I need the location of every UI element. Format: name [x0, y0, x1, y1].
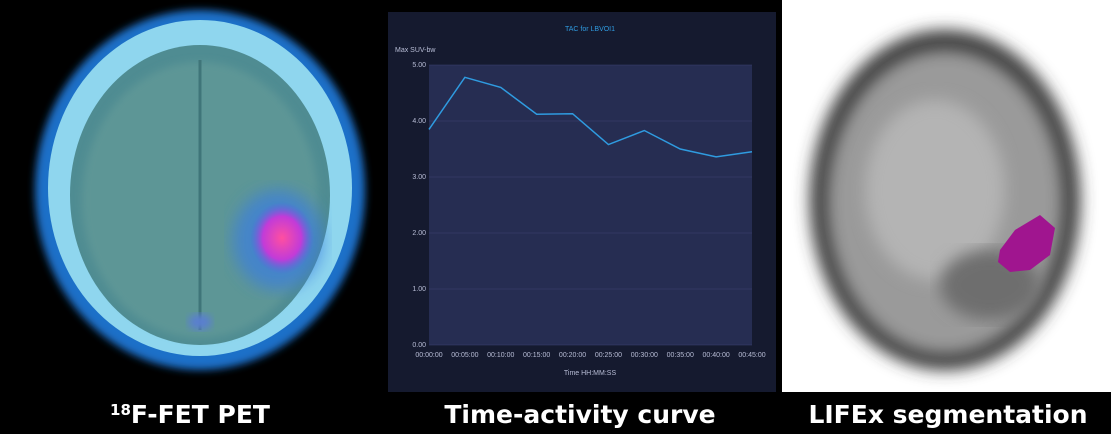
y-tick-label: 4.00: [412, 118, 426, 125]
caption: LIFEx segmentation: [808, 400, 1087, 429]
x-tick-label: 00:05:00: [451, 352, 478, 359]
x-axis-label: Time HH:MM:SS: [564, 370, 617, 377]
caption: Time-activity curve: [444, 400, 715, 429]
x-tick-label: 00:25:00: [595, 352, 622, 359]
pet-image: [35, 10, 365, 370]
caption-superscript: 18: [110, 401, 131, 419]
plot-area: [429, 65, 752, 345]
y-tick-label: 5.00: [412, 62, 426, 69]
y-tick-label: 0.00: [412, 342, 426, 349]
chart-title: TAC for LBVOI1: [565, 26, 615, 33]
x-tick-label: 00:00:00: [415, 352, 442, 359]
caption: 18F-FET PET: [110, 400, 270, 429]
x-tick-label: 00:20:00: [559, 352, 586, 359]
segmentation-image: [782, 0, 1111, 392]
caption-text: F-FET PET: [131, 400, 270, 429]
y-tick-label: 1.00: [412, 286, 426, 293]
x-tick-label: 00:40:00: [702, 352, 729, 359]
y-tick-label: 3.00: [412, 174, 426, 181]
x-tick-label: 00:10:00: [487, 352, 514, 359]
x-tick-label: 00:45:00: [738, 352, 765, 359]
y-axis-label: Max SUV-bw: [395, 47, 436, 54]
x-tick-label: 00:15:00: [523, 352, 550, 359]
y-tick-label: 2.00: [412, 230, 426, 237]
x-tick-label: 00:35:00: [667, 352, 694, 359]
figure: TAC for LBVOI1 Max SUV-bw Time HH:MM:SS …: [0, 0, 1111, 434]
x-tick-label: 00:30:00: [631, 352, 658, 359]
